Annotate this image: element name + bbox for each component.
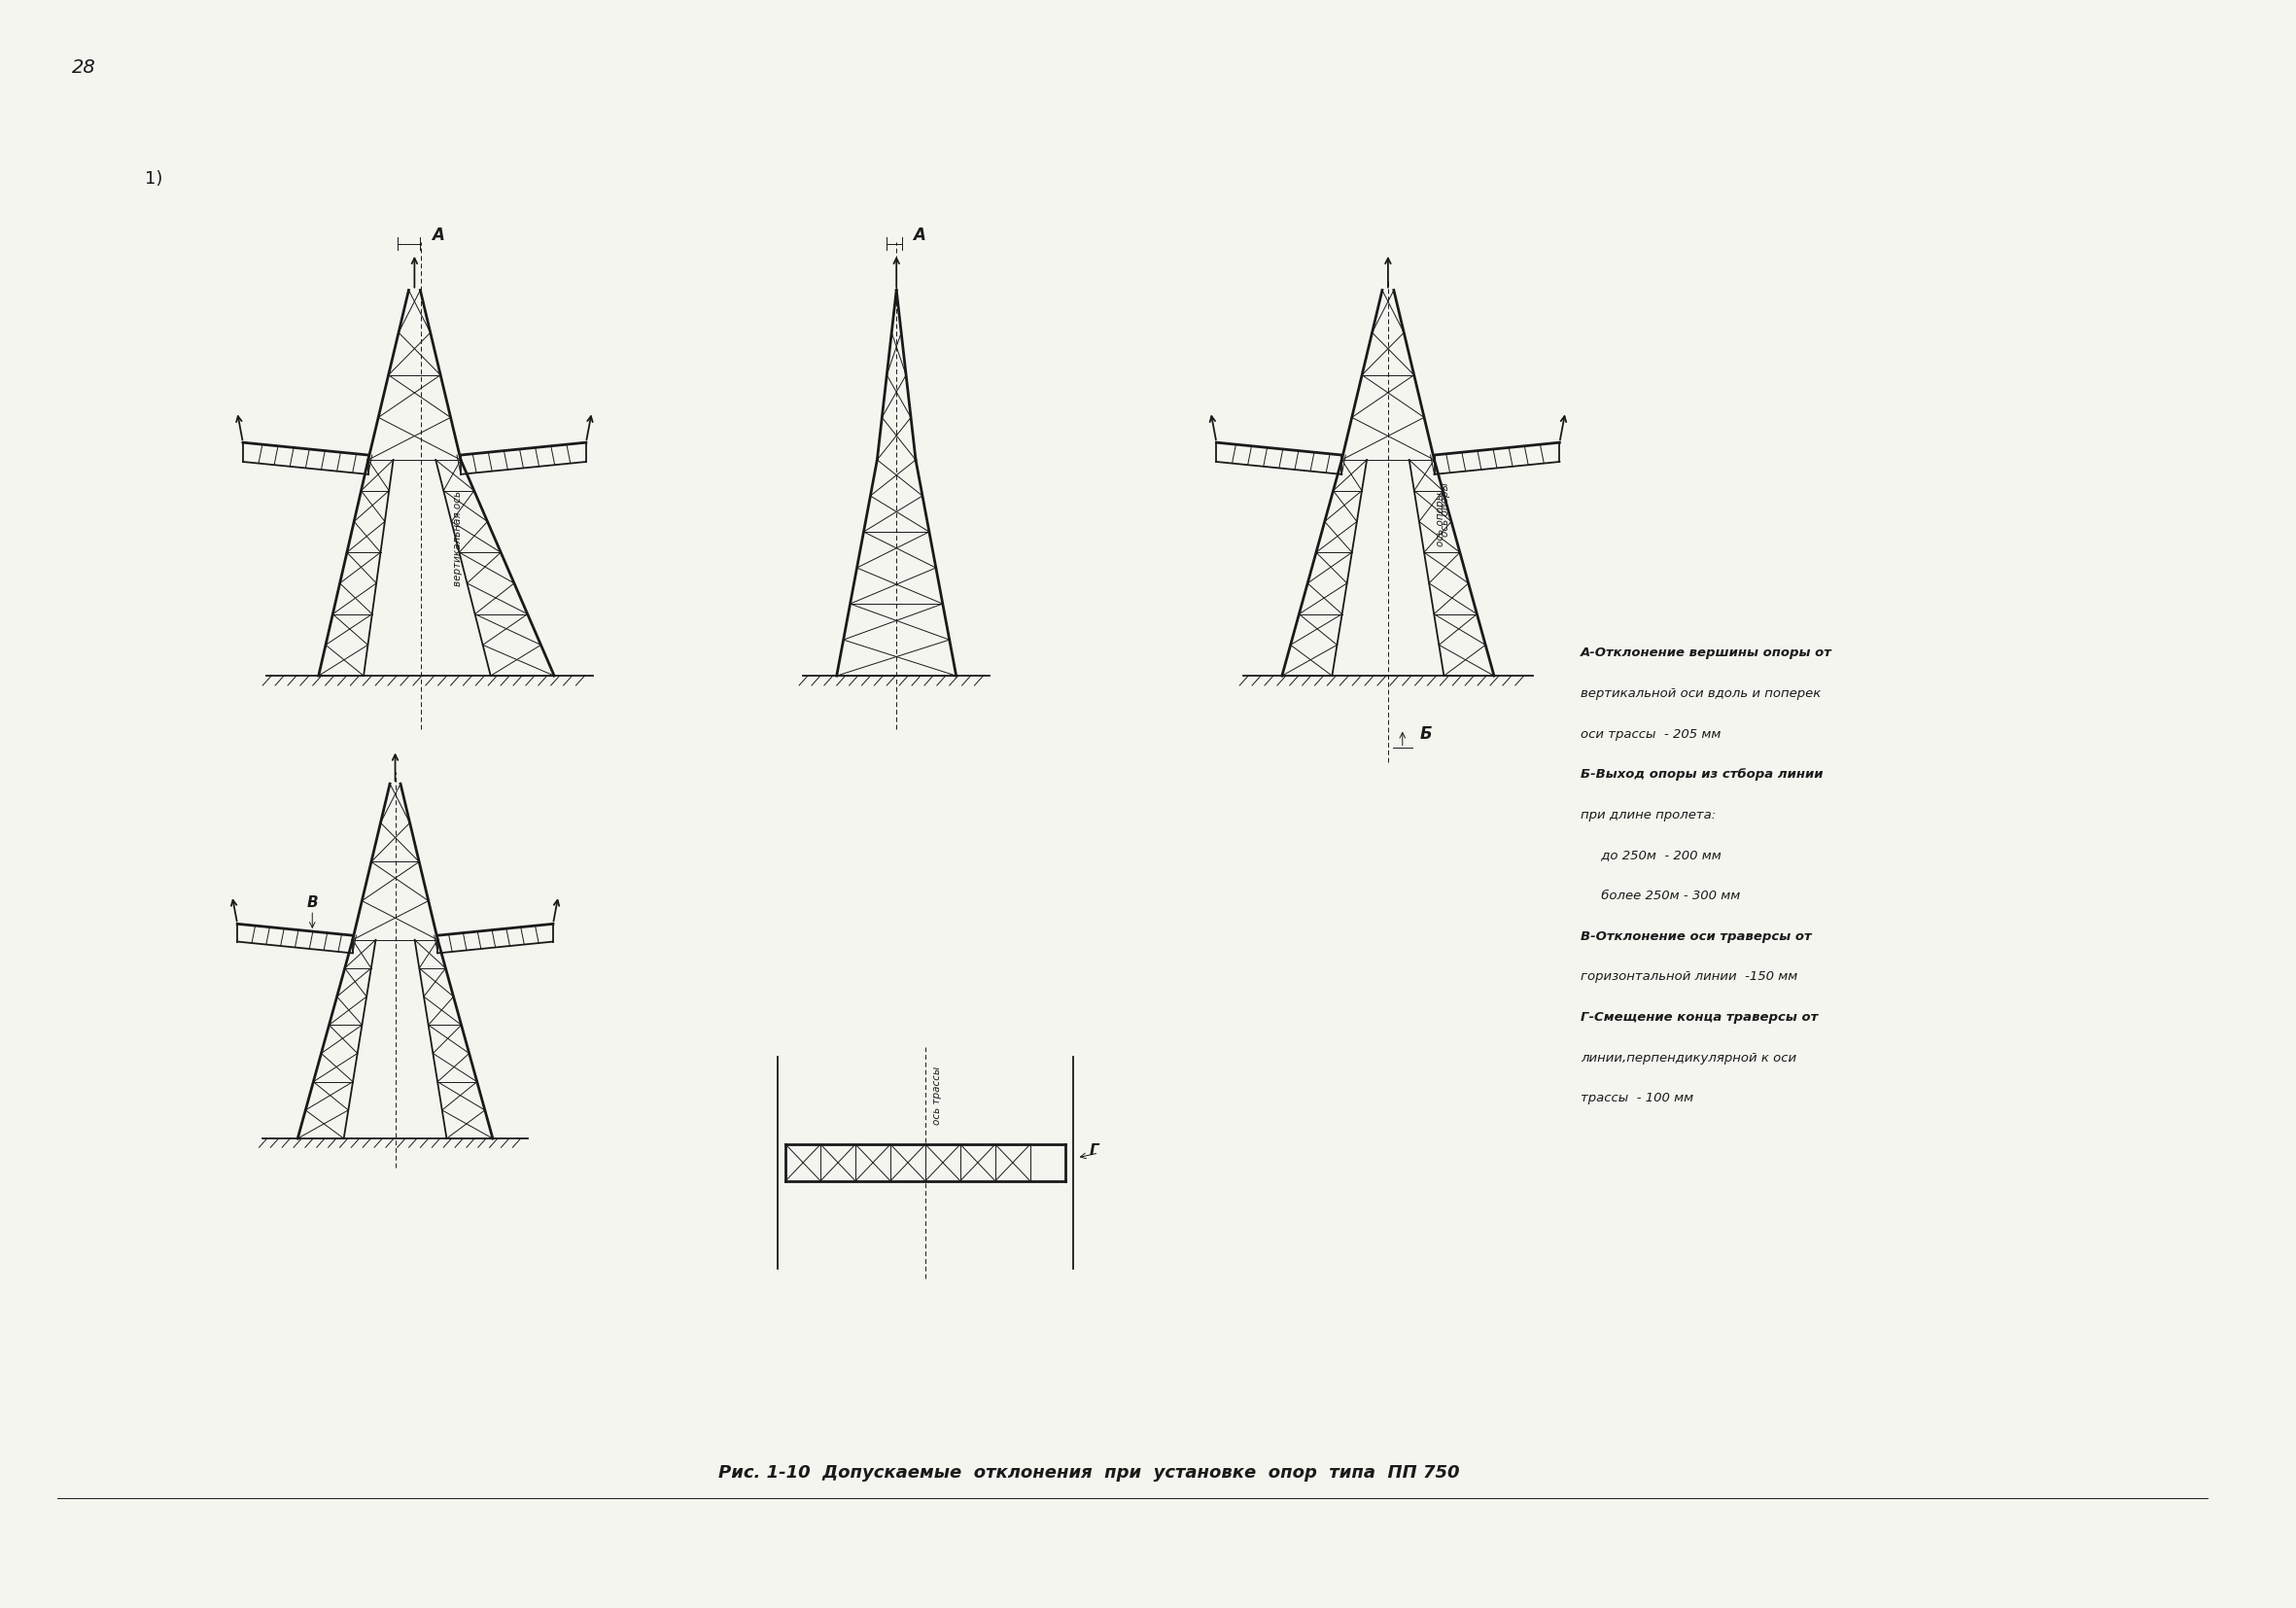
Text: горизонтальной линии  -150 мм: горизонтальной линии -150 мм: [1580, 971, 1798, 984]
Text: В-Отклонение оси траверсы от: В-Отклонение оси траверсы от: [1580, 929, 1812, 942]
Text: ось трассы: ось трассы: [932, 1066, 941, 1124]
Text: Рис. 1-10  Допускаемые  отклонения  при  установке  опор  типа  ПП 750: Рис. 1-10 Допускаемые отклонения при уст…: [719, 1465, 1460, 1483]
Text: трассы  - 100 мм: трассы - 100 мм: [1580, 1092, 1694, 1105]
Text: В: В: [308, 896, 317, 910]
Text: Г: Г: [1088, 1143, 1100, 1158]
Text: вертикальная ось: вертикальная ось: [452, 490, 464, 587]
Text: оси трассы  - 205 мм: оси трассы - 205 мм: [1580, 728, 1722, 740]
Text: линии,перпендикулярной к оси: линии,перпендикулярной к оси: [1580, 1052, 1798, 1064]
Text: ось опоры: ось опоры: [1437, 492, 1446, 547]
Text: Г-Смещение конца траверсы от: Г-Смещение конца траверсы от: [1580, 1011, 1818, 1024]
Text: более 250м - 300 мм: более 250м - 300 мм: [1580, 889, 1740, 902]
Text: Б: Б: [1419, 725, 1433, 743]
Text: A: A: [914, 227, 925, 244]
Text: при длине пролета:: при длине пролета:: [1580, 809, 1715, 822]
Text: ось опоры: ось опоры: [1442, 482, 1451, 537]
Text: A: A: [432, 227, 445, 244]
Text: 28: 28: [71, 58, 96, 77]
Text: вертикальной оси вдоль и поперек: вертикальной оси вдоль и поперек: [1580, 687, 1821, 699]
Text: 1): 1): [145, 170, 163, 188]
Text: Б-Выход опоры из стбора линии: Б-Выход опоры из стбора линии: [1580, 769, 1823, 781]
Text: А-Отклонение вершины опоры от: А-Отклонение вершины опоры от: [1580, 646, 1832, 659]
Text: до 250м  - 200 мм: до 250м - 200 мм: [1580, 849, 1722, 862]
